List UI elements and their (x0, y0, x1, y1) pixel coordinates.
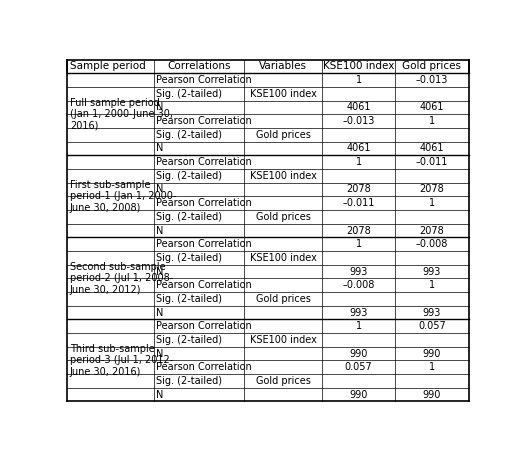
Text: 2078: 2078 (419, 184, 445, 194)
Text: Pearson Correlation: Pearson Correlation (156, 362, 252, 372)
Text: Sig. (2-tailed): Sig. (2-tailed) (156, 212, 222, 222)
Text: Full sample period
(Jan 1, 2000-June 30,
2016): Full sample period (Jan 1, 2000-June 30,… (70, 98, 173, 131)
Text: Pearson Correlation: Pearson Correlation (156, 157, 252, 167)
Text: First sub-sample
period-1 (Jan 1, 2000-
June 30, 2008): First sub-sample period-1 (Jan 1, 2000- … (70, 180, 176, 213)
Text: Pearson Correlation: Pearson Correlation (156, 239, 252, 249)
Text: –0.013: –0.013 (343, 116, 375, 126)
Text: KSE100 index: KSE100 index (249, 171, 316, 181)
Text: KSE100 index: KSE100 index (249, 335, 316, 345)
Text: N: N (156, 144, 164, 154)
Text: Sample period: Sample period (70, 62, 145, 72)
Text: 4061: 4061 (346, 102, 371, 112)
Text: –0.008: –0.008 (416, 239, 448, 249)
Text: 0.057: 0.057 (418, 321, 446, 331)
Text: Pearson Correlation: Pearson Correlation (156, 75, 252, 85)
Text: 990: 990 (349, 348, 368, 359)
Text: N: N (156, 348, 164, 359)
Text: 990: 990 (423, 348, 441, 359)
Text: Pearson Correlation: Pearson Correlation (156, 321, 252, 331)
Text: –0.008: –0.008 (343, 280, 375, 290)
Text: 2078: 2078 (419, 226, 445, 236)
Text: 1: 1 (429, 116, 435, 126)
Text: Sig. (2-tailed): Sig. (2-tailed) (156, 89, 222, 99)
Text: 1: 1 (429, 198, 435, 208)
Text: Third sub-sample
period-3 (Jul 1, 2012-
June 30, 2016): Third sub-sample period-3 (Jul 1, 2012- … (70, 344, 173, 377)
Text: 4061: 4061 (419, 144, 444, 154)
Text: Gold prices: Gold prices (256, 212, 311, 222)
Text: 1: 1 (429, 362, 435, 372)
Text: N: N (156, 226, 164, 236)
Text: N: N (156, 102, 164, 112)
Text: 4061: 4061 (419, 102, 444, 112)
Text: 993: 993 (349, 266, 368, 276)
Text: 0.057: 0.057 (345, 362, 372, 372)
Text: Second sub-sample
period-2 (Jul 1, 2008-
June 30, 2012): Second sub-sample period-2 (Jul 1, 2008-… (70, 262, 173, 295)
Text: Pearson Correlation: Pearson Correlation (156, 280, 252, 290)
Text: Correlations: Correlations (167, 62, 231, 72)
Text: N: N (156, 308, 164, 318)
Text: Pearson Correlation: Pearson Correlation (156, 198, 252, 208)
Text: 1: 1 (356, 239, 362, 249)
Text: 990: 990 (349, 390, 368, 400)
Text: N: N (156, 266, 164, 276)
Text: 4061: 4061 (346, 144, 371, 154)
Text: N: N (156, 184, 164, 194)
Text: N: N (156, 390, 164, 400)
Text: 1: 1 (356, 157, 362, 167)
Text: Variables: Variables (259, 62, 307, 72)
Text: 1: 1 (356, 321, 362, 331)
Text: Sig. (2-tailed): Sig. (2-tailed) (156, 253, 222, 263)
Text: –0.011: –0.011 (416, 157, 448, 167)
Text: KSE100 index: KSE100 index (249, 253, 316, 263)
Text: 2078: 2078 (346, 226, 371, 236)
Text: Gold prices: Gold prices (403, 62, 461, 72)
Text: Gold prices: Gold prices (256, 130, 311, 140)
Text: 1: 1 (356, 75, 362, 85)
Text: 990: 990 (423, 390, 441, 400)
Text: Sig. (2-tailed): Sig. (2-tailed) (156, 376, 222, 386)
Text: 993: 993 (349, 308, 368, 318)
Text: Sig. (2-tailed): Sig. (2-tailed) (156, 335, 222, 345)
Text: 2078: 2078 (346, 184, 371, 194)
Text: Sig. (2-tailed): Sig. (2-tailed) (156, 130, 222, 140)
Text: Pearson Correlation: Pearson Correlation (156, 116, 252, 126)
Text: –0.011: –0.011 (343, 198, 375, 208)
Text: Gold prices: Gold prices (256, 294, 311, 304)
Text: 993: 993 (423, 266, 441, 276)
Text: 993: 993 (423, 308, 441, 318)
Text: 1: 1 (429, 280, 435, 290)
Text: Gold prices: Gold prices (256, 376, 311, 386)
Text: KSE100 index: KSE100 index (323, 62, 394, 72)
Text: Sig. (2-tailed): Sig. (2-tailed) (156, 294, 222, 304)
Text: KSE100 index: KSE100 index (249, 89, 316, 99)
Text: Sig. (2-tailed): Sig. (2-tailed) (156, 171, 222, 181)
Text: –0.013: –0.013 (416, 75, 448, 85)
